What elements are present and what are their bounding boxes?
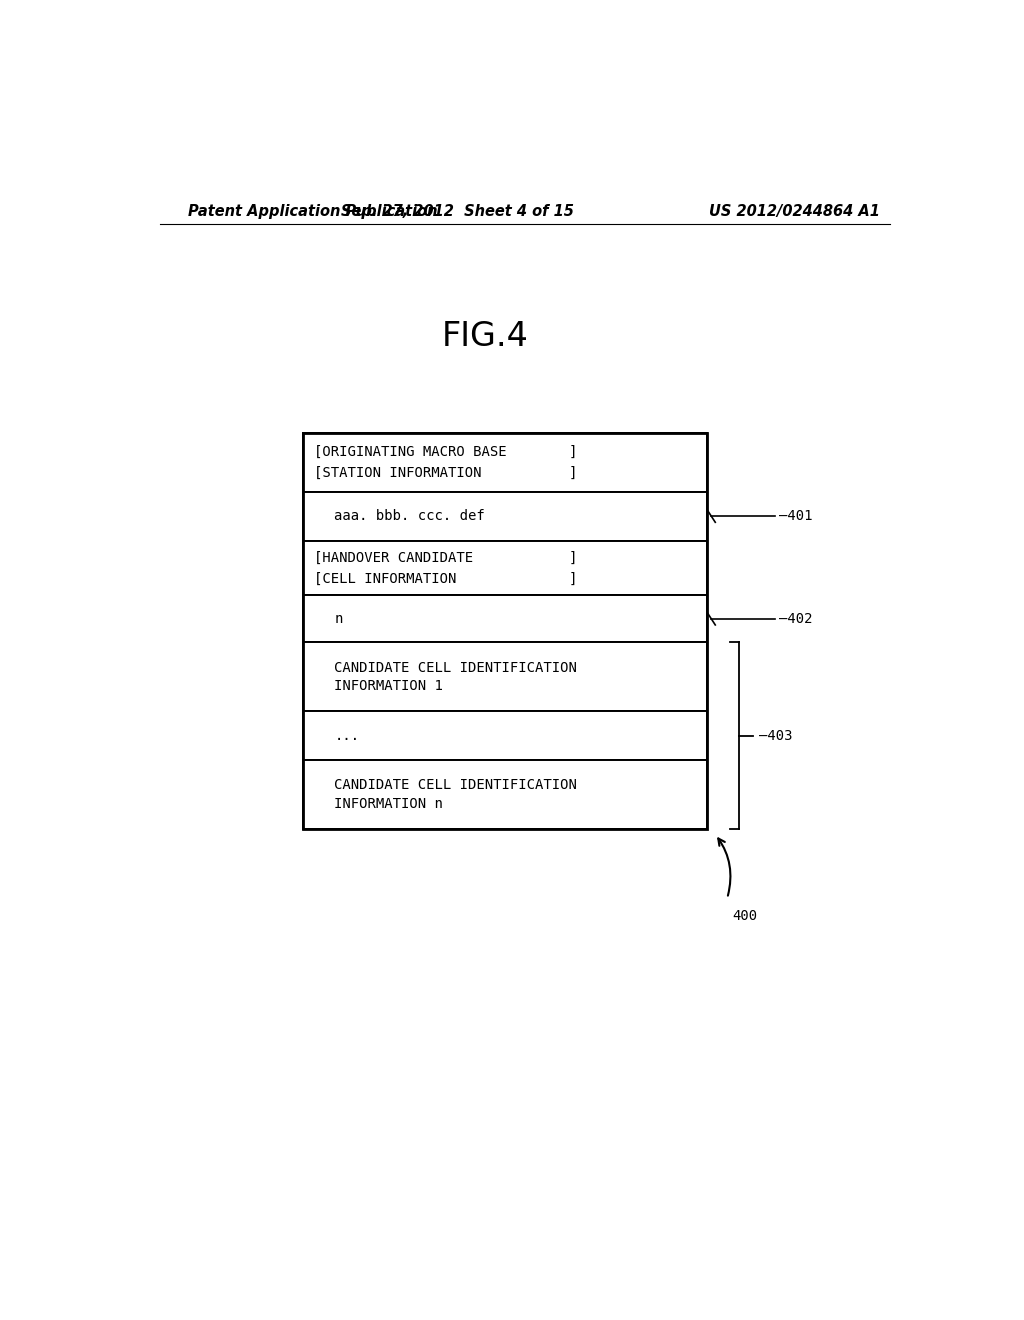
Text: INFORMATION 1: INFORMATION 1 <box>334 678 443 693</box>
Text: aaa. bbb. ccc. def: aaa. bbb. ccc. def <box>334 510 485 523</box>
Bar <box>303 711 708 760</box>
Bar <box>303 643 708 711</box>
Text: US 2012/0244864 A1: US 2012/0244864 A1 <box>710 203 880 219</box>
Text: Patent Application Publication: Patent Application Publication <box>187 203 437 219</box>
Text: ...: ... <box>334 729 359 743</box>
Bar <box>303 760 708 829</box>
Text: [STATION INFORMATION: [STATION INFORMATION <box>314 466 507 480</box>
Text: [CELL INFORMATION: [CELL INFORMATION <box>314 572 474 586</box>
Bar <box>303 433 708 829</box>
Text: —403: —403 <box>759 729 793 743</box>
Text: Sep. 27, 2012  Sheet 4 of 15: Sep. 27, 2012 Sheet 4 of 15 <box>341 203 573 219</box>
Text: —402: —402 <box>778 612 812 626</box>
Text: ]: ] <box>568 572 577 586</box>
Text: CANDIDATE CELL IDENTIFICATION: CANDIDATE CELL IDENTIFICATION <box>334 779 578 792</box>
Text: [ORIGINATING MACRO BASE: [ORIGINATING MACRO BASE <box>314 445 507 459</box>
Bar <box>303 433 708 492</box>
Text: —401: —401 <box>778 510 812 523</box>
Bar <box>303 541 708 595</box>
Text: ]: ] <box>568 445 577 459</box>
Text: [HANDOVER CANDIDATE: [HANDOVER CANDIDATE <box>314 550 474 565</box>
Bar <box>303 595 708 643</box>
Text: ]: ] <box>568 466 577 480</box>
Text: CANDIDATE CELL IDENTIFICATION: CANDIDATE CELL IDENTIFICATION <box>334 660 578 675</box>
Text: n: n <box>334 612 343 626</box>
Text: 400: 400 <box>733 908 758 923</box>
Text: FIG.4: FIG.4 <box>441 319 528 352</box>
Text: INFORMATION n: INFORMATION n <box>334 797 443 810</box>
Text: ]: ] <box>568 550 577 565</box>
Bar <box>303 492 708 541</box>
